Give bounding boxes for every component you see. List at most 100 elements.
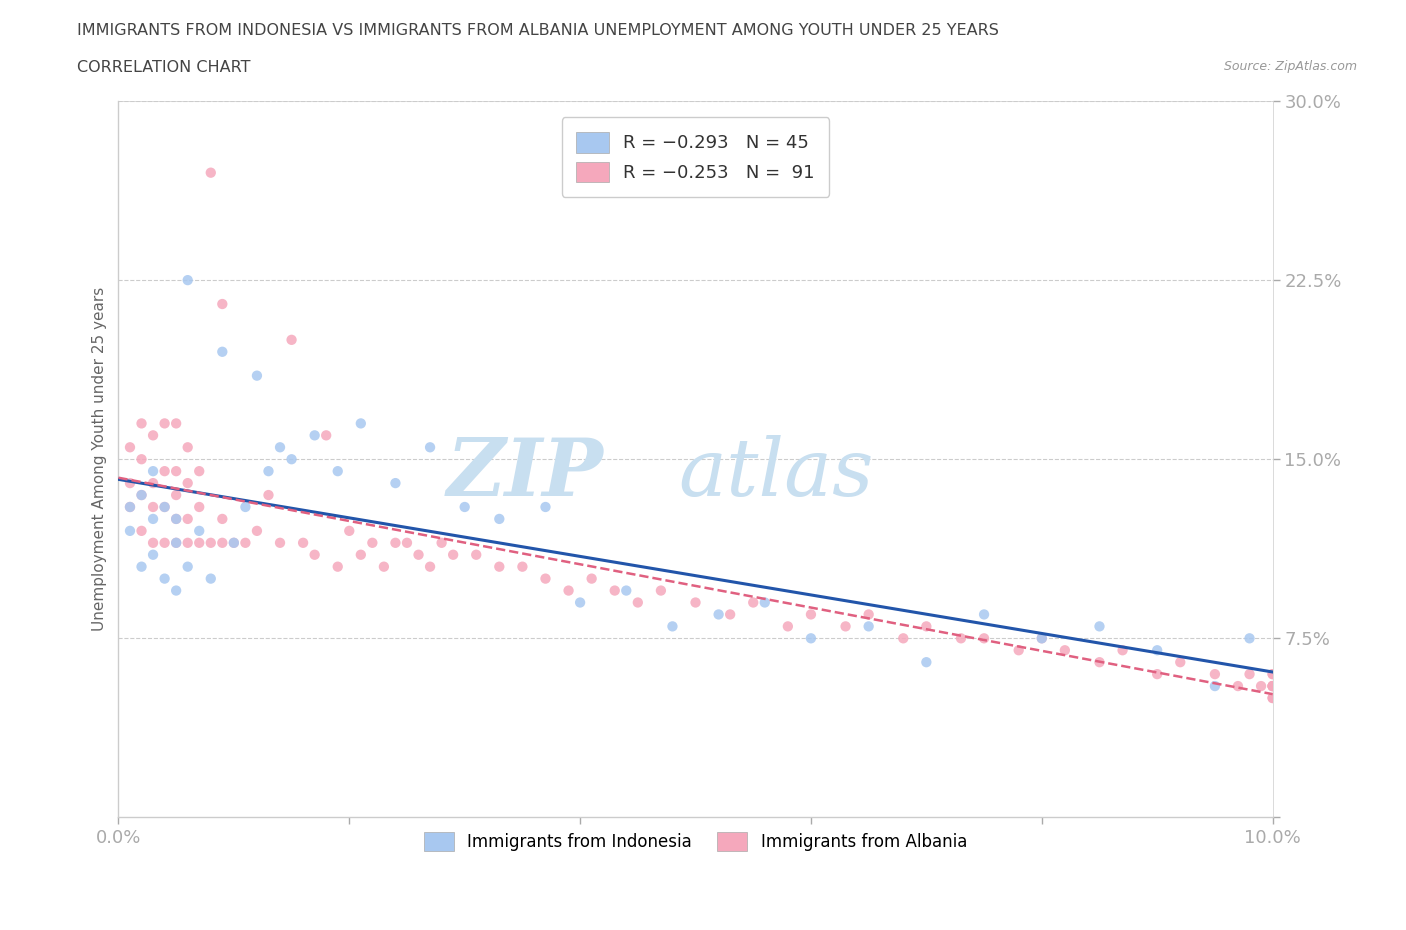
Text: IMMIGRANTS FROM INDONESIA VS IMMIGRANTS FROM ALBANIA UNEMPLOYMENT AMONG YOUTH UN: IMMIGRANTS FROM INDONESIA VS IMMIGRANTS … [77,23,1000,38]
Point [176,440,198,455]
Point [742,595,765,610]
Text: atlas: atlas [679,435,875,512]
Point [211,344,233,359]
Text: CORRELATION CHART: CORRELATION CHART [77,60,250,75]
Point [1111,643,1133,658]
Point [441,547,464,562]
Point [200,571,222,586]
Point [1204,679,1226,694]
Point [142,475,165,490]
Point [269,536,291,551]
Point [176,536,198,551]
Point [1168,655,1191,670]
Point [142,512,165,526]
Point [280,452,302,467]
Point [165,512,187,526]
Point [1053,643,1076,658]
Point [118,475,141,490]
Point [1261,691,1284,706]
Point [627,595,650,610]
Point [776,619,799,634]
Text: ZIP: ZIP [446,435,603,512]
Point [280,332,302,347]
Point [142,536,165,551]
Point [915,655,938,670]
Point [269,440,291,455]
Point [118,524,141,538]
Point [165,512,187,526]
Point [211,512,233,526]
Legend: Immigrants from Indonesia, Immigrants from Albania: Immigrants from Indonesia, Immigrants fr… [416,823,976,859]
Point [661,619,683,634]
Point [534,571,557,586]
Point [350,547,373,562]
Point [118,499,141,514]
Point [257,487,280,502]
Point [165,487,187,502]
Point [949,631,972,645]
Point [200,166,222,180]
Point [512,559,534,574]
Point [257,464,280,479]
Point [1261,691,1284,706]
Point [858,619,880,634]
Point [211,297,233,312]
Point [142,547,165,562]
Point [292,536,315,551]
Point [361,536,384,551]
Point [131,452,153,467]
Point [650,583,672,598]
Point [614,583,637,598]
Point [1146,667,1168,682]
Point [304,547,326,562]
Point [246,368,269,383]
Point [235,499,257,514]
Point [1261,679,1284,694]
Point [707,607,730,622]
Y-axis label: Unemployment Among Youth under 25 years: Unemployment Among Youth under 25 years [93,287,107,631]
Point [1239,631,1261,645]
Point [153,416,176,431]
Point [142,428,165,443]
Point [350,416,373,431]
Point [211,536,233,551]
Point [384,536,406,551]
Point [569,595,592,610]
Point [176,272,198,287]
Point [419,440,441,455]
Point [488,559,510,574]
Point [153,571,176,586]
Point [465,547,488,562]
Point [1146,643,1168,658]
Point [1088,655,1111,670]
Point [1261,679,1284,694]
Point [1008,643,1031,658]
Point [235,536,257,551]
Point [188,464,211,479]
Point [142,464,165,479]
Point [188,499,211,514]
Point [395,536,418,551]
Point [1250,679,1272,694]
Point [222,536,245,551]
Point [326,464,349,479]
Point [165,464,187,479]
Point [454,499,477,514]
Point [373,559,395,574]
Point [430,536,453,551]
Point [131,487,153,502]
Point [131,524,153,538]
Point [718,607,741,622]
Point [165,536,187,551]
Point [800,631,823,645]
Point [200,536,222,551]
Point [419,559,441,574]
Point [1261,667,1284,682]
Point [834,619,856,634]
Text: Source: ZipAtlas.com: Source: ZipAtlas.com [1223,60,1357,73]
Point [165,583,187,598]
Point [1261,667,1284,682]
Point [131,559,153,574]
Point [165,416,187,431]
Point [1031,631,1053,645]
